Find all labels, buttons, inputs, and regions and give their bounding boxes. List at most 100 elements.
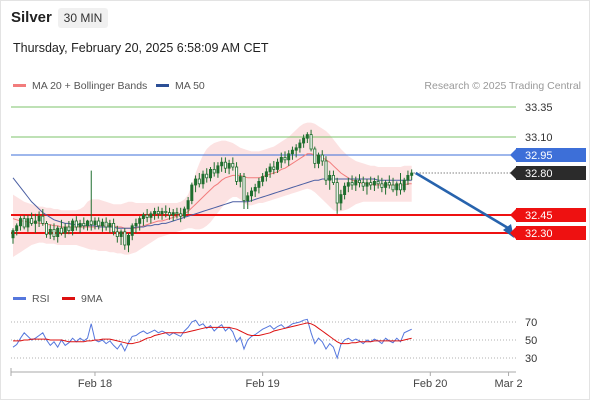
candle-body (235, 166, 239, 182)
candle-body (268, 166, 272, 173)
candle-body (298, 142, 302, 149)
candle-body (361, 182, 365, 187)
candle-body (130, 225, 134, 236)
candle-body (246, 195, 250, 202)
price-tick-label: 33.10 (525, 132, 553, 144)
price-tag-32.95 (516, 148, 586, 162)
rsi-tick-label: 50 (525, 335, 537, 347)
candle-body (171, 212, 175, 216)
candle-body (253, 186, 257, 192)
rsi-tick-label: 70 (525, 317, 537, 329)
candle-body (141, 214, 145, 219)
candle-body (100, 221, 104, 227)
candle-body (305, 134, 309, 139)
candle-body (227, 162, 231, 169)
candle-body (11, 230, 15, 239)
legend-ma20-bb: MA 20 + Bollinger Bands (13, 80, 147, 92)
candle-body (104, 221, 108, 228)
candle-body (212, 168, 216, 174)
candle-body (182, 208, 186, 217)
candle-body (153, 210, 157, 215)
candle-body (384, 182, 388, 188)
price-tag-32.80 (516, 166, 586, 180)
candle-body (331, 174, 335, 183)
candle-body (93, 220, 97, 225)
legend-9ma: 9MA (62, 293, 103, 305)
rsi-swatch-icon (13, 296, 26, 300)
candle-body (134, 222, 138, 227)
candle-body (290, 149, 294, 155)
candle-body (343, 185, 347, 195)
candle-body (145, 214, 149, 218)
ma50-swatch-icon (156, 83, 169, 87)
candle-body (156, 210, 160, 215)
candle-body (74, 220, 78, 228)
candle-body (398, 183, 402, 191)
candle-body (275, 161, 279, 170)
candle-body (194, 178, 198, 186)
candle-body (30, 218, 34, 224)
candle-body (108, 222, 112, 228)
candle-body (387, 182, 391, 186)
candle-body (71, 220, 75, 232)
candle-body (357, 179, 361, 183)
9ma-swatch-icon (62, 296, 75, 300)
candle-body (164, 210, 168, 213)
candle-body (406, 174, 410, 181)
candle-body (346, 182, 350, 187)
timeframe-button[interactable]: 30 MIN (58, 8, 108, 28)
candle-body (56, 227, 60, 237)
candle-body (67, 226, 71, 231)
candle-body (33, 220, 37, 224)
timestamp: Thursday, February 20, 2025 6:58:09 AM C… (13, 41, 269, 55)
legend-ma50-label: MA 50 (175, 80, 205, 92)
candle-body (287, 153, 291, 161)
candle-body (283, 156, 287, 161)
candle-body (86, 220, 90, 227)
candle-body (391, 184, 395, 191)
candle-body (18, 218, 22, 227)
candle-body (395, 183, 399, 191)
price-tag-pointer-icon (510, 148, 517, 162)
candle-body (220, 161, 224, 167)
legend-9ma-label: 9MA (81, 293, 103, 305)
candle-body (376, 180, 380, 185)
candle-body (328, 174, 332, 181)
legend-rsi: RSI (13, 293, 50, 305)
candle-body (365, 182, 369, 187)
candle-body (324, 160, 328, 181)
candle-body (59, 227, 63, 234)
symbol-label: Silver (11, 9, 52, 26)
candle-body (48, 228, 52, 235)
legend-ma50: MA 50 (156, 80, 205, 92)
candle-body (313, 148, 317, 164)
ma20-swatch-icon (13, 83, 26, 87)
candle-body (26, 218, 30, 228)
time-tick-label: Feb 20 (413, 378, 447, 390)
candle-body (82, 222, 86, 227)
candle-body (372, 180, 376, 186)
projection-arrow-icon (503, 224, 514, 238)
candle-body (119, 231, 123, 238)
candle-body (339, 194, 343, 204)
time-tick-label: Feb 19 (246, 378, 280, 390)
candle-body (78, 222, 82, 228)
price-tag-32.30 (516, 226, 586, 240)
candle-body (45, 222, 49, 235)
candle-body (167, 212, 171, 216)
price-tag-pointer-icon (510, 226, 517, 240)
candle-body (149, 213, 153, 218)
price-tag-label: 32.80 (525, 168, 553, 180)
candle-body (201, 173, 205, 185)
legend-ma20-label: MA 20 + Bollinger Bands (32, 80, 148, 92)
candle-body (335, 182, 339, 204)
candle-body (179, 213, 183, 217)
price-tag-32.45 (516, 208, 586, 222)
candle-body (380, 183, 384, 188)
candle-body (320, 154, 324, 162)
rsi-line (12, 318, 412, 360)
candle-body (37, 215, 41, 222)
candle-body (350, 182, 354, 186)
research-credit: Research © 2025 Trading Central (424, 80, 581, 92)
